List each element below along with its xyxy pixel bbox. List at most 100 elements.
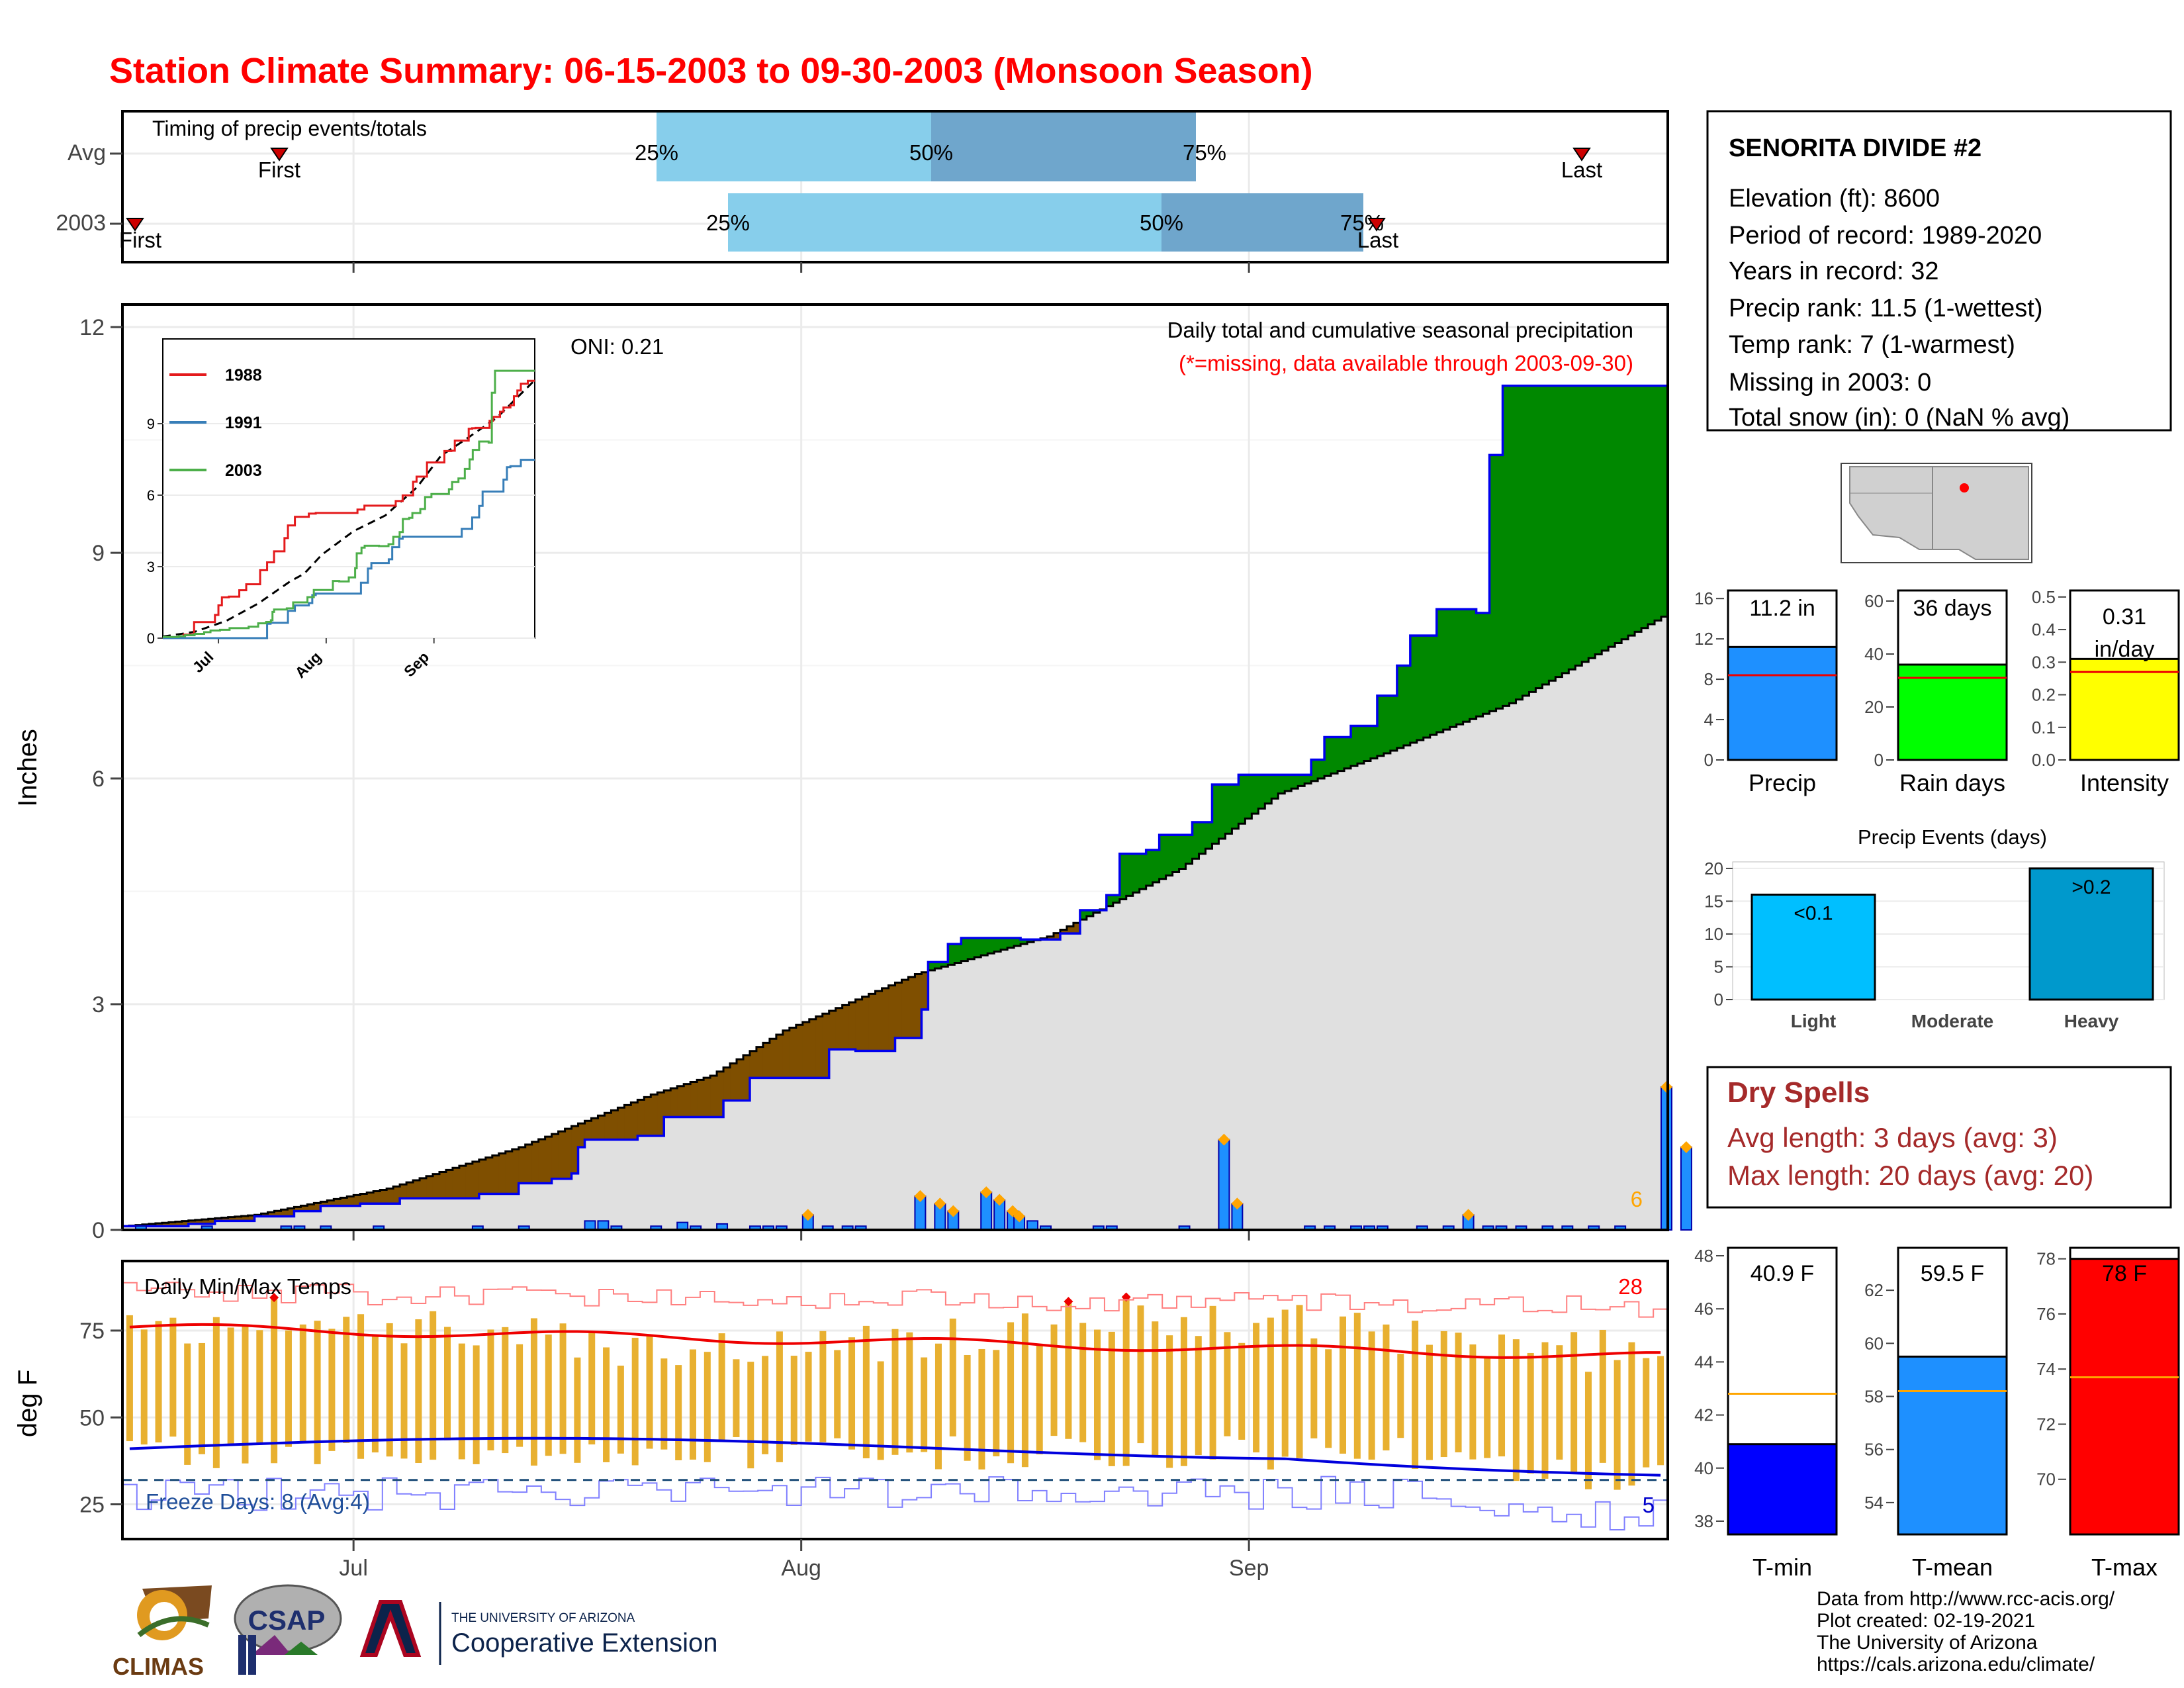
daily-precip-bar: [597, 1220, 610, 1231]
daily-temp-bar: [1238, 1342, 1246, 1440]
surplus-segment: [941, 962, 948, 967]
tmin-summary-bar: [1727, 1443, 1838, 1536]
deficit-segment: [327, 1200, 334, 1206]
daily-precip-marker: [1231, 1197, 1244, 1210]
deficit-segment: [168, 1222, 176, 1227]
deficit-segment: [406, 1182, 414, 1199]
deficit-segment: [710, 1076, 717, 1117]
surplus-segment: [1436, 609, 1444, 733]
yr-row-label: 2003: [56, 211, 106, 236]
deficit-segment: [241, 1215, 249, 1221]
deficit-segment: [234, 1216, 242, 1221]
surplus-segment: [1225, 784, 1233, 834]
tmean-summary-bar: [1897, 1355, 2008, 1536]
temp-y-tick-label: 25: [79, 1493, 105, 1518]
deficit-segment: [320, 1201, 328, 1206]
ua-small-text: THE UNIVERSITY OF ARIZONA: [451, 1611, 635, 1625]
deficit-segment: [796, 1025, 803, 1078]
deficit-segment: [281, 1209, 289, 1217]
daily-temp-bar: [299, 1324, 306, 1442]
tmean-summary-y-tick-label: 58: [1864, 1387, 1884, 1407]
avg-first-label: First: [258, 158, 300, 182]
surplus-segment: [1423, 635, 1431, 738]
surplus-segment: [1232, 784, 1239, 829]
daily-temp-bar: [256, 1330, 263, 1443]
inset-y-tick-label: 6: [147, 487, 155, 504]
deficit-segment: [1073, 923, 1081, 934]
daily-temp-bar: [1253, 1323, 1260, 1453]
deficit-segment: [737, 1059, 744, 1101]
inset-series-1988: [163, 379, 535, 639]
deficit-segment: [400, 1184, 407, 1199]
surplus-segment: [1383, 696, 1391, 753]
x-tick-label: Sep: [1229, 1556, 1269, 1581]
daily-temp-bar: [1094, 1329, 1101, 1460]
precip-desc: Daily total and cumulative seasonal prec…: [1167, 318, 1633, 342]
event-bar-label: <0.1: [1794, 903, 1833, 925]
avg-min-line: [129, 1436, 1661, 1477]
precip-summary-y-tick-label: 8: [1704, 669, 1713, 689]
precip-panel: 0 3 6 9 12 Inches ONI: 0.21 Daily total and …: [13, 303, 1692, 1243]
deficit-segment: [195, 1219, 203, 1224]
surplus-segment: [1529, 385, 1537, 692]
deficit-segment: [835, 1008, 843, 1050]
deficit-segment: [387, 1188, 394, 1204]
credit-2: Plot created: 02-19-2021: [1817, 1610, 2035, 1632]
min-count: 5: [1643, 1493, 1655, 1517]
surplus-segment: [1344, 737, 1351, 769]
tmean-summary-y-tick-label: 62: [1864, 1280, 1884, 1300]
daily-temp-bar: [934, 1343, 942, 1470]
daily-temp-bar: [1209, 1305, 1216, 1460]
surplus-segment: [1549, 385, 1556, 681]
deficit-segment: [578, 1123, 586, 1147]
station-name: SENORITA DIVIDE #2: [1729, 134, 1981, 162]
daily-temp-bar: [328, 1329, 336, 1451]
station-line-6: Missing in 2003: 0: [1729, 369, 1931, 397]
daily-temp-bar: [1137, 1305, 1144, 1444]
daily-temp-bar: [1484, 1358, 1491, 1458]
daily-temp-bar: [1079, 1323, 1087, 1442]
record-max-line: [122, 1282, 1668, 1318]
intensity-value: 0.31: [2103, 604, 2146, 630]
deficit-segment: [882, 988, 889, 1051]
record-min-line: [122, 1476, 1668, 1531]
surplus-segment: [968, 938, 975, 959]
deficit-segment: [551, 1134, 559, 1179]
daily-temp-bar: [834, 1350, 841, 1438]
record-max-marker: [1064, 1297, 1073, 1307]
precip-y-tick-label: 12: [79, 315, 105, 340]
daily-temp-bar: [1166, 1335, 1173, 1468]
daily-temp-bar: [993, 1350, 1000, 1457]
deficit-segment: [802, 1022, 810, 1078]
deficit-segment: [749, 1051, 757, 1078]
max-count: 28: [1618, 1274, 1643, 1299]
surplus-segment: [1278, 774, 1285, 794]
daily-temp-bar: [1469, 1344, 1477, 1460]
tmax-summary-y-tick-label: 78: [2036, 1249, 2056, 1269]
daily-temp-bar: [1383, 1324, 1390, 1451]
surplus-segment: [1621, 385, 1629, 639]
station-line-5: Temp rank: 7 (1-warmest): [1729, 331, 2015, 359]
yr-25-label: 25%: [706, 211, 750, 235]
daily-temp-bar: [1657, 1356, 1664, 1466]
daily-temp-bar: [603, 1347, 610, 1462]
daily-temp-bar: [1628, 1342, 1635, 1486]
surplus-segment: [1212, 784, 1220, 844]
surplus-segment: [1119, 853, 1127, 900]
daily-temp-bar: [271, 1298, 278, 1464]
daily-temp-bar: [1614, 1360, 1621, 1490]
avg-75-label: 75%: [1183, 140, 1226, 165]
surplus-segment: [1179, 835, 1187, 869]
surplus-segment: [1516, 385, 1524, 700]
deficit-segment: [367, 1192, 374, 1204]
locator-map: [1841, 463, 2032, 563]
intensity-value-unit: in/day: [2095, 637, 2155, 662]
deficit-segment: [208, 1219, 216, 1224]
deficit-segment: [373, 1191, 381, 1204]
inset-avg-line: [162, 379, 536, 638]
daily-temp-bar: [689, 1349, 696, 1460]
events-y-tick-label: 15: [1704, 891, 1723, 911]
daily-temp-bar: [1570, 1332, 1578, 1474]
surplus-segment: [1199, 821, 1206, 854]
daily-temp-bar: [1368, 1331, 1375, 1460]
